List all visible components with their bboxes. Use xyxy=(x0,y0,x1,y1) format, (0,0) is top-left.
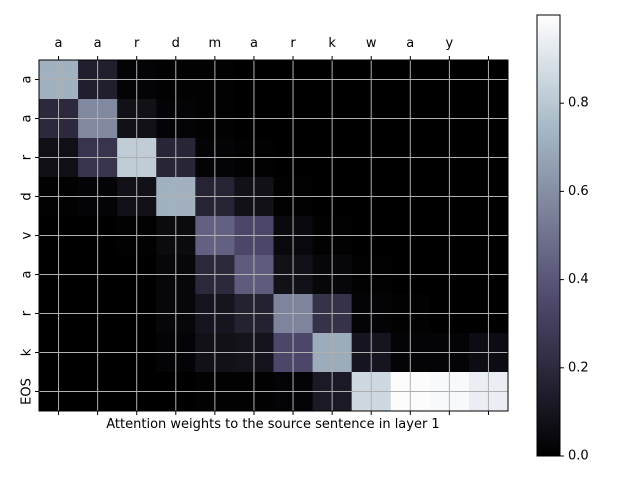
y-tick-label: r xyxy=(20,310,35,316)
x-tick-label: a xyxy=(94,36,102,51)
x-tick-label: m xyxy=(209,36,222,51)
colorbar-ticks: 0.0 0.2 0.4 0.6 0.8 xyxy=(560,96,589,464)
y-tick-label: a xyxy=(20,115,35,123)
y-tick-label: a xyxy=(20,271,35,279)
x-tick-label: a xyxy=(55,36,63,51)
colorbar-tick-label: 0.2 xyxy=(568,360,589,375)
y-tick-label: v xyxy=(20,231,35,239)
x-tick-label: a xyxy=(250,36,258,51)
x-tick-label: r xyxy=(134,36,140,51)
x-tick-label: k xyxy=(328,36,336,51)
colorbar-tick-label: 0.0 xyxy=(568,449,589,464)
y-tick-label: k xyxy=(20,348,35,356)
x-tick-label: d xyxy=(172,36,180,51)
y-tick-label: d xyxy=(20,192,35,200)
y-axis-ticks: a a r d v a r k EOS xyxy=(20,76,39,405)
x-tick-label: w xyxy=(366,36,377,51)
y-tick-label: EOS xyxy=(20,378,35,405)
heatmap-grid xyxy=(39,60,508,411)
y-tick-label: a xyxy=(20,76,35,84)
y-tick-label: r xyxy=(20,154,35,160)
x-axis-label: Attention weights to the source sentence… xyxy=(106,417,439,432)
x-tick-label: y xyxy=(446,36,454,51)
colorbar-tick-label: 0.8 xyxy=(568,96,589,111)
x-tick-label: r xyxy=(290,36,296,51)
x-tick-label: a xyxy=(406,36,414,51)
colorbar-tick-label: 0.4 xyxy=(568,272,589,287)
colorbar-tick-label: 0.6 xyxy=(568,184,589,199)
colorbar xyxy=(536,14,561,457)
